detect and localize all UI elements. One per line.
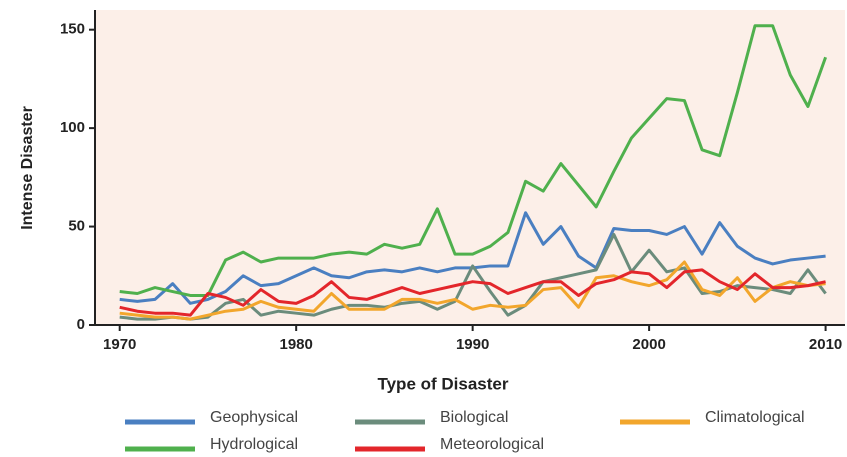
x-tick-label: 1980 — [279, 336, 312, 353]
y-tick-label: 150 — [60, 21, 85, 38]
series-line — [119, 24, 828, 297]
y-tick-label: 50 — [68, 218, 85, 235]
legend-label: Meteorological — [440, 436, 544, 453]
x-axis-label: Type of Disaster — [377, 374, 508, 393]
legend-label: Climatological — [705, 409, 805, 426]
y-axis-label: Intense Disaster — [19, 106, 36, 230]
x-tick-label: 2010 — [809, 336, 842, 353]
y-tick-label: 100 — [60, 119, 85, 136]
legend-label: Hydrological — [210, 436, 298, 453]
x-tick-label: 1970 — [103, 336, 136, 353]
legend-label: Biological — [440, 409, 508, 426]
series-line — [119, 268, 826, 317]
x-tick-label: 2000 — [632, 336, 665, 353]
x-tick-label: 1990 — [456, 336, 489, 353]
y-tick-label: 0 — [77, 316, 85, 333]
legend-label: Geophysical — [210, 409, 298, 426]
series-line — [119, 260, 826, 321]
plot-area — [95, 10, 845, 325]
